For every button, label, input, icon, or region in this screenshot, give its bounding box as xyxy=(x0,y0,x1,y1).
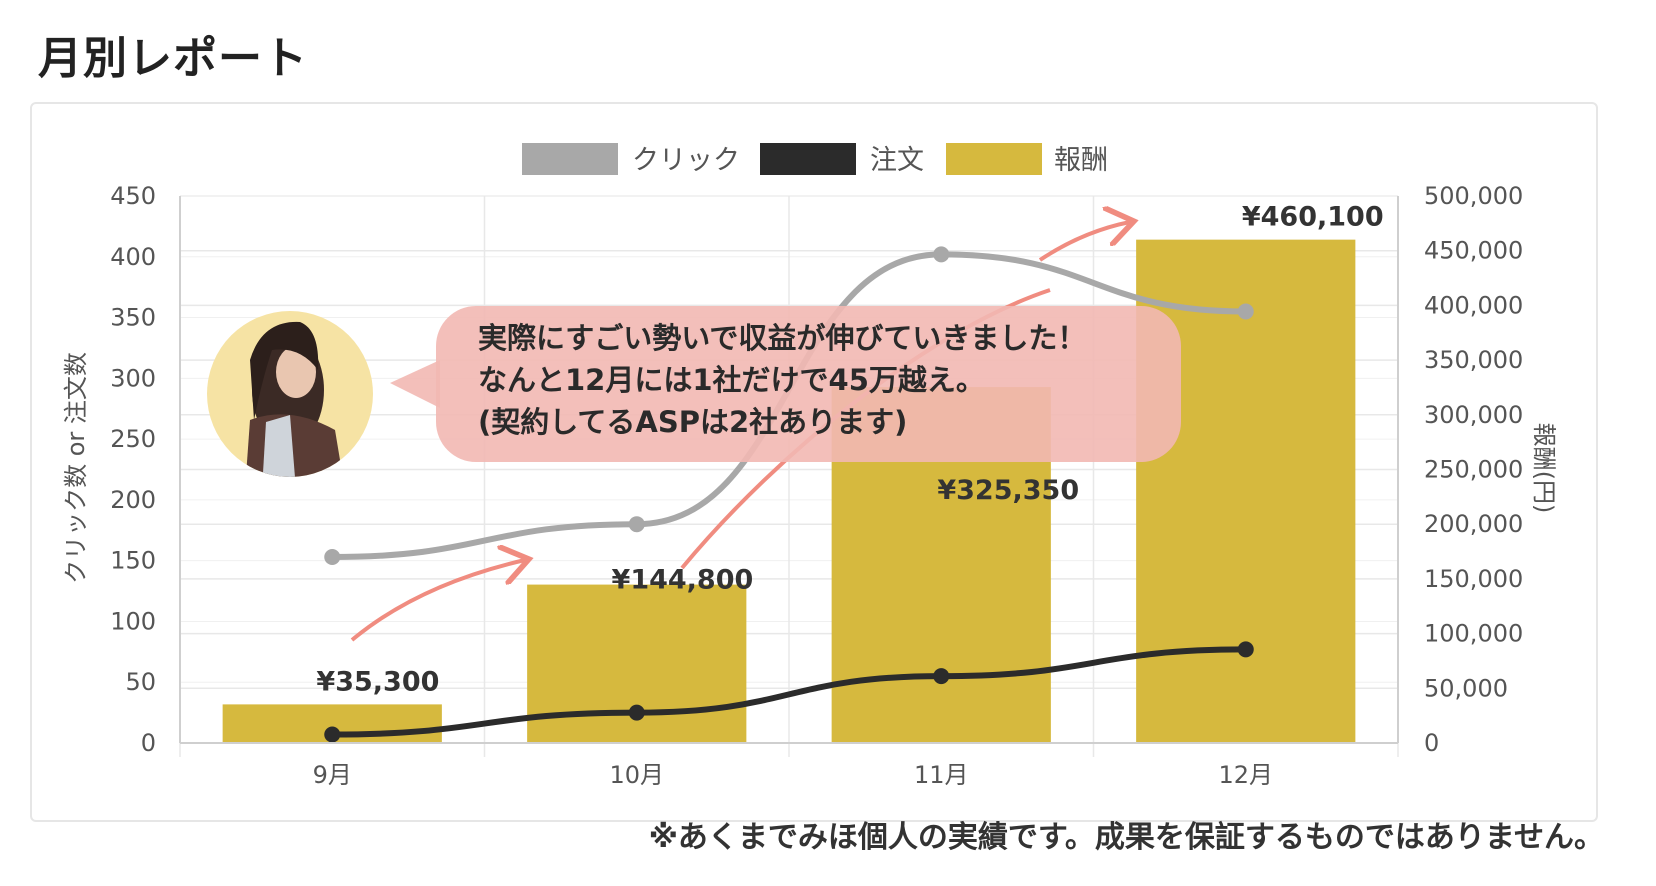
legend: クリック 注文 報酬 xyxy=(522,143,1108,176)
right-tick-label: 350,000 xyxy=(1424,346,1523,374)
annotation-line-3: (契約してるASPは2社あります) xyxy=(478,405,907,439)
page-title: 月別レポート xyxy=(38,33,308,84)
annotation-line-1: 実際にすごい勢いで収益が伸びていきました！ xyxy=(478,321,1086,355)
data-point xyxy=(1237,641,1254,658)
data-labels: ¥35,300 ¥144,800 ¥325,350 ¥460,100 xyxy=(316,202,1383,698)
right-tick-label: 50,000 xyxy=(1424,674,1508,702)
left-tick-label: 250 xyxy=(110,425,156,453)
x-tick-label: 11月 xyxy=(914,761,969,789)
annotation-line-2: なんと12月には1社だけで45万越え。 xyxy=(478,363,985,397)
right-tick-label: 300,000 xyxy=(1424,401,1523,429)
data-point xyxy=(933,668,950,685)
x-tick-label: 9月 xyxy=(313,761,352,789)
left-tick-label: 100 xyxy=(110,607,156,635)
speech-bubble-body xyxy=(436,306,1181,462)
right-tick-label: 500,000 xyxy=(1424,182,1523,210)
right-tick-label: 400,000 xyxy=(1424,291,1523,319)
data-point xyxy=(628,516,645,533)
data-point xyxy=(628,704,645,721)
left-tick-label: 450 xyxy=(110,182,156,210)
speech-bubble-tail xyxy=(390,360,440,408)
left-tick-label: 400 xyxy=(110,243,156,271)
right-tick-label: 100,000 xyxy=(1424,620,1523,648)
data-point xyxy=(324,549,341,566)
speech-bubble: 実際にすごい勢いで収益が伸びていきました！ なんと12月には1社だけで45万越え… xyxy=(390,306,1181,462)
right-tick-label: 200,000 xyxy=(1424,510,1523,538)
left-tick-label: 50 xyxy=(125,668,156,696)
right-axis-title: 報酬(円) xyxy=(1530,423,1558,514)
legend-swatch-reward xyxy=(946,143,1042,175)
reward-value-label: ¥35,300 xyxy=(316,666,439,697)
x-tick-label: 10月 xyxy=(609,761,664,789)
series-line-order xyxy=(329,646,1249,738)
person-icon xyxy=(245,321,345,477)
left-tick-label: 150 xyxy=(110,547,156,575)
legend-swatch-click xyxy=(522,143,618,175)
legend-label-order: 注文 xyxy=(870,145,924,176)
growth-arrow-1 xyxy=(350,560,525,642)
avatar xyxy=(207,311,373,477)
left-tick-label: 300 xyxy=(110,364,156,392)
reward-value-label: ¥325,350 xyxy=(937,475,1079,506)
right-tick-label: 150,000 xyxy=(1424,565,1523,593)
left-tick-label: 200 xyxy=(110,486,156,514)
growth-arrow-3 xyxy=(1038,222,1130,262)
data-point xyxy=(933,246,950,263)
legend-label-reward: 報酬 xyxy=(1054,145,1108,176)
reward-value-label: ¥460,100 xyxy=(1242,202,1384,233)
left-tick-label: 0 xyxy=(141,729,156,757)
disclaimer-text: ※あくまでみほ個人の実績です。成果を保証するものではありません。 xyxy=(648,820,1604,855)
left-axis-title: クリック数 or 注文数 xyxy=(62,352,90,584)
data-point xyxy=(324,726,341,743)
legend-swatch-order xyxy=(760,143,856,175)
axes: 0 50,000 100,000 150,000 200,000 250,000 300,0… xyxy=(110,182,1523,789)
legend-label-click: クリック xyxy=(632,145,740,176)
x-tick-label: 12月 xyxy=(1218,761,1273,789)
reward-value-label: ¥144,800 xyxy=(612,565,754,596)
right-tick-label: 0 xyxy=(1424,729,1439,757)
right-tick-label: 250,000 xyxy=(1424,456,1523,484)
data-point xyxy=(1237,303,1254,320)
right-tick-label: 450,000 xyxy=(1424,237,1523,265)
left-tick-label: 350 xyxy=(110,304,156,332)
